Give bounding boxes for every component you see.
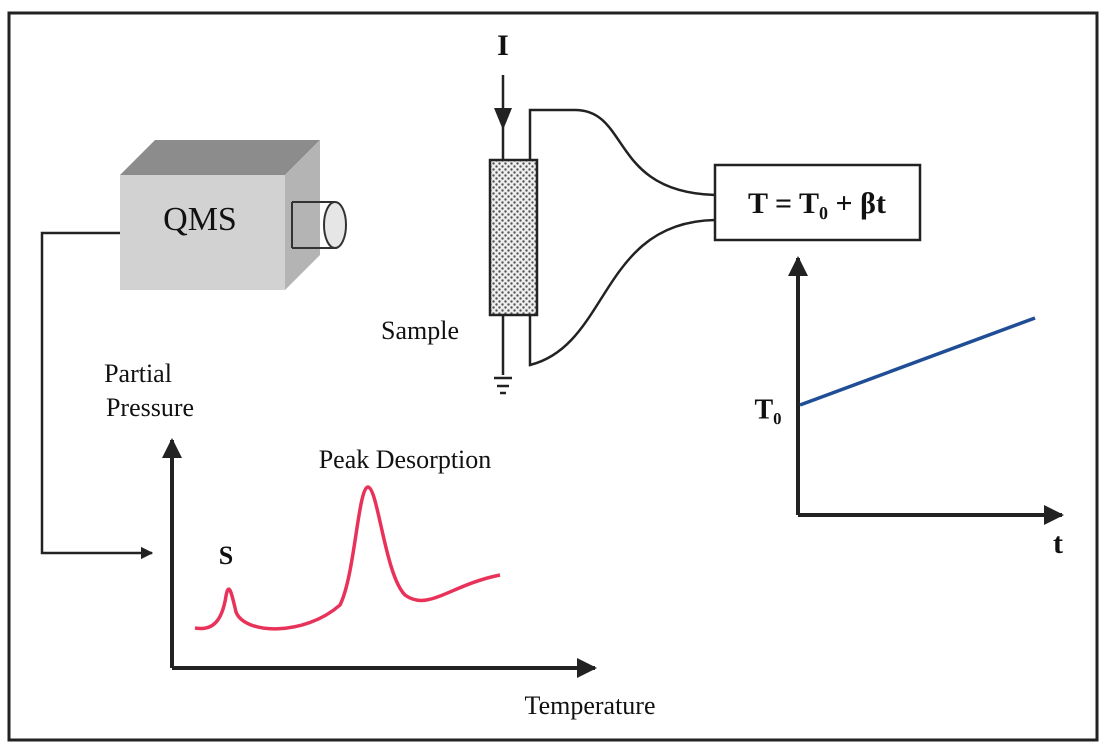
x-label: Temperature — [525, 691, 656, 720]
wire-top — [528, 108, 716, 197]
qms-label: QMS — [163, 201, 237, 238]
signal-line — [40, 231, 154, 560]
controller-box — [713, 163, 922, 242]
sample — [488, 158, 539, 317]
wire-bottom — [528, 218, 716, 367]
s-label: S — [219, 541, 233, 570]
current-arrow — [494, 108, 512, 130]
y-label-2: Pressure — [106, 393, 194, 422]
formula: T = T₀ + βt — [748, 187, 886, 220]
y-label-1: Partial — [104, 359, 172, 388]
frame — [7, 11, 1099, 742]
sample-label: Sample — [381, 316, 459, 345]
ground — [494, 315, 512, 395]
t-label: t — [1053, 527, 1063, 560]
spectrum-curve — [194, 485, 501, 631]
ramp-line — [799, 316, 1036, 407]
t0-label: T₀ — [754, 394, 781, 425]
current-label: I — [497, 29, 509, 62]
peak-label: Peak Desorption — [319, 445, 492, 474]
qms: QMS — [120, 140, 347, 290]
